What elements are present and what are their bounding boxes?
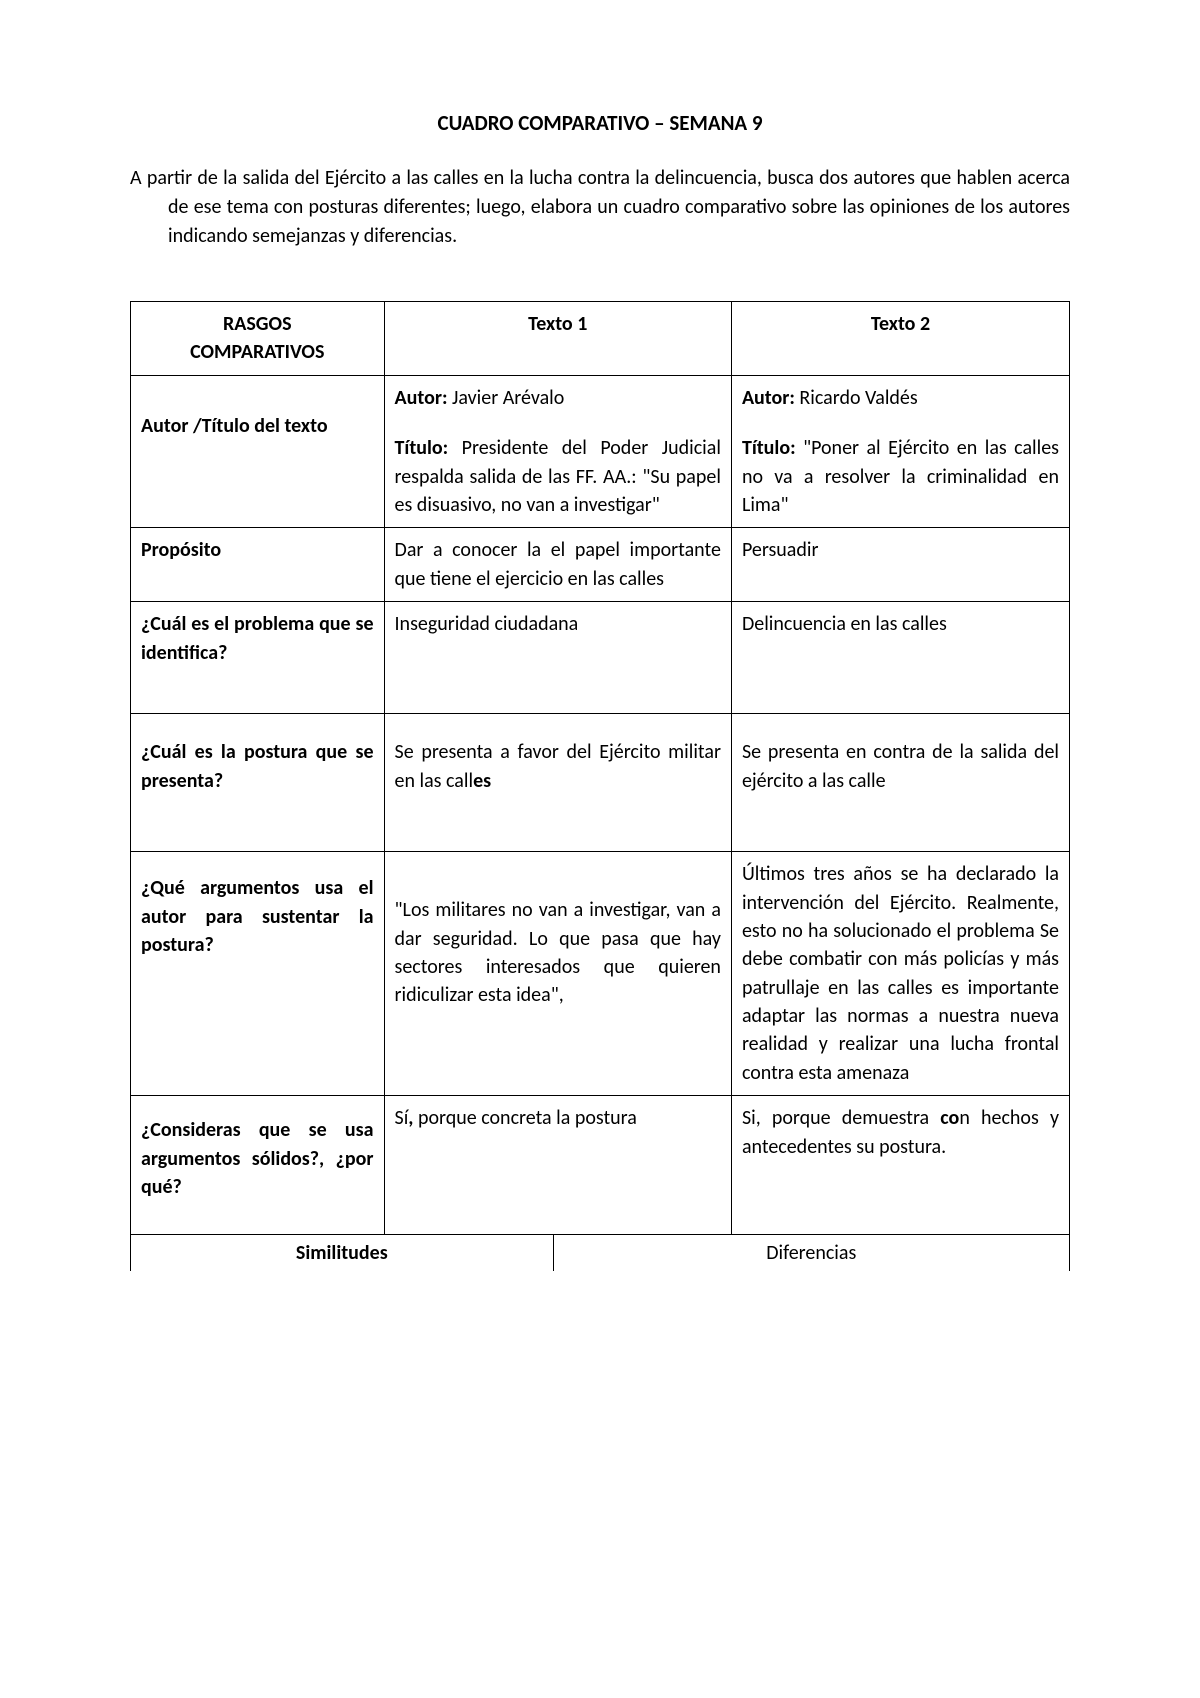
header-rasgos: RASGOS COMPARATIVOS (131, 302, 385, 376)
cell-diferencias: Diferencias (553, 1235, 1069, 1271)
cell-problema-t1: Inseguridad ciudadana (384, 602, 731, 714)
cell-postura-t1: Se presenta a favor del Ejército militar… (384, 714, 731, 852)
label-autor: Autor /Título del texto (131, 375, 385, 528)
t1-autor-label: Autor: (395, 386, 448, 410)
t1-autor-name: Javier Arévalo (447, 386, 564, 410)
solidos-t2-a: Si, porque demuestra (742, 1106, 940, 1130)
label-argumentos-text: ¿Qué argumentos usa el autor para susten… (141, 874, 374, 959)
t1-titulo-label: Título: (395, 436, 449, 460)
bottom-table: Similitudes Diferencias (130, 1235, 1070, 1271)
cell-autor-t2: Autor: Ricardo Valdés Título: "Poner al … (731, 375, 1069, 528)
header-texto2: Texto 2 (731, 302, 1069, 376)
postura-t1-b: es (473, 769, 491, 793)
intro-text: A partir de la salida del Ejército a las… (130, 164, 1070, 251)
t2-autor-label: Autor: (742, 386, 795, 410)
cell-similitudes: Similitudes (131, 1235, 554, 1271)
solidos-t1-a: Sí (395, 1106, 409, 1130)
diferencias-text: Diferencias (766, 1241, 856, 1265)
intro-paragraph: A partir de la salida del Ejército a las… (130, 164, 1070, 251)
header-texto1: Texto 1 (384, 302, 731, 376)
row-argumentos: ¿Qué argumentos usa el autor para susten… (131, 852, 1070, 1096)
cell-solidos-t1: Sí, porque concreta la postura (384, 1096, 731, 1235)
row-proposito: Propósito Dar a conocer la el papel impo… (131, 528, 1070, 602)
label-argumentos: ¿Qué argumentos usa el autor para susten… (131, 852, 385, 1096)
cell-postura-t2: Se presenta en contra de la salida del e… (731, 714, 1069, 852)
cell-autor-t1: Autor: Javier Arévalo Título: Presidente… (384, 375, 731, 528)
header-rasgos-line1: RASGOS (223, 312, 292, 336)
row-sim-dif: Similitudes Diferencias (131, 1235, 1070, 1271)
cell-argumentos-t2: Últimos tres años se ha declarado la int… (731, 852, 1069, 1096)
label-problema: ¿Cuál es el problema que se identifica? (131, 602, 385, 714)
t2-titulo-label: Título: (742, 436, 796, 460)
comparison-table: RASGOS COMPARATIVOS Texto 1 Texto 2 Auto… (130, 301, 1070, 1235)
solidos-t2-b: co (940, 1106, 959, 1130)
cell-proposito-t1: Dar a conocer la el papel importante que… (384, 528, 731, 602)
cell-argumentos-t1: "Los militares no van a investigar, van … (384, 852, 731, 1096)
row-problema: ¿Cuál es el problema que se identifica? … (131, 602, 1070, 714)
document-page: CUADRO COMPARATIVO – SEMANA 9 A partir d… (0, 0, 1200, 1698)
row-postura: ¿Cuál es la postura que se presenta? Se … (131, 714, 1070, 852)
page-title: CUADRO COMPARATIVO – SEMANA 9 (130, 110, 1070, 136)
label-postura: ¿Cuál es la postura que se presenta? (131, 714, 385, 852)
row-autor: Autor /Título del texto Autor: Javier Ar… (131, 375, 1070, 528)
solidos-t1-b: porque concreta la postura (413, 1106, 636, 1130)
row-solidos: ¿Consideras que se usa argumentos sólido… (131, 1096, 1070, 1235)
label-proposito: Propósito (131, 528, 385, 602)
postura-t1-a: Se presenta a favor del Ejército militar… (395, 740, 721, 792)
t2-autor-name: Ricardo Valdés (795, 386, 918, 410)
cell-problema-t2: Delincuencia en las calles (731, 602, 1069, 714)
label-solidos: ¿Consideras que se usa argumentos sólido… (131, 1096, 385, 1235)
label-autor-text: Autor /Título del texto (141, 384, 374, 440)
cell-solidos-t2: Si, porque demuestra con hechos y antece… (731, 1096, 1069, 1235)
similitudes-text: Similitudes (296, 1241, 388, 1265)
header-rasgos-line2: COMPARATIVOS (190, 340, 324, 364)
cell-proposito-t2: Persuadir (731, 528, 1069, 602)
header-row: RASGOS COMPARATIVOS Texto 1 Texto 2 (131, 302, 1070, 376)
